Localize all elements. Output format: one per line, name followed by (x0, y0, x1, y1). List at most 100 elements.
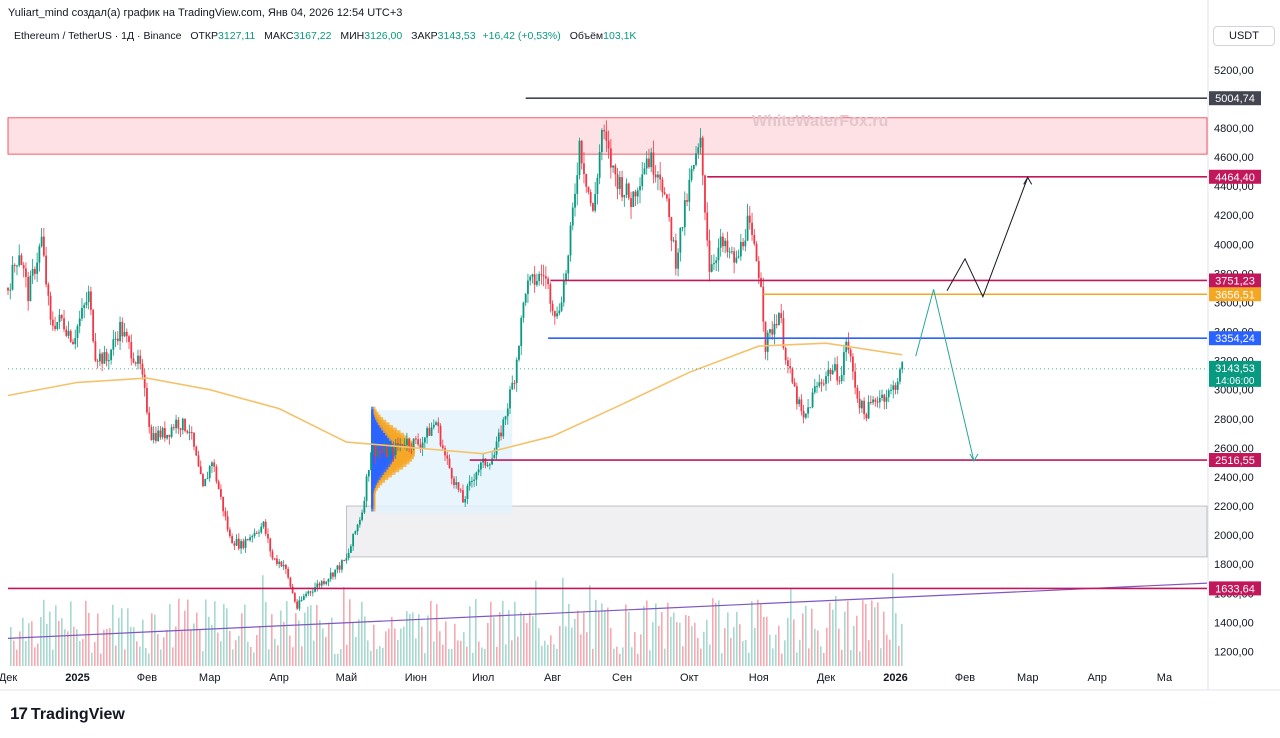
volume-bar (601, 603, 603, 666)
candle-body (486, 464, 489, 466)
candle-body (96, 360, 99, 362)
candle-body (852, 356, 854, 372)
volume-label: Объём (569, 30, 604, 42)
candle-body (735, 257, 738, 263)
volume-bar (796, 652, 798, 666)
candle-body (296, 601, 299, 609)
candle-body (843, 352, 845, 376)
volume-bar (613, 648, 615, 666)
candle-body (896, 381, 899, 390)
volume-bar (367, 640, 369, 666)
volume-bar (463, 632, 465, 666)
candle-body (704, 175, 706, 213)
candle-body (506, 408, 509, 417)
volume-bar (340, 649, 342, 666)
candle-body (874, 399, 877, 402)
volume-bar (373, 624, 375, 666)
candle-body (222, 496, 225, 512)
candle-body (435, 422, 437, 425)
candle-body (289, 577, 292, 587)
y-tick-label: 1400,00 (1214, 617, 1254, 629)
volume-bar (841, 649, 843, 666)
candle-body (715, 260, 718, 264)
currency-button[interactable]: USDT (1213, 26, 1275, 46)
candle-body (18, 255, 21, 266)
volume-bar (661, 612, 663, 666)
candle-body (457, 482, 460, 490)
candle-body (423, 437, 426, 443)
candle-body (16, 265, 18, 267)
candle-body (246, 539, 249, 541)
volume-bar (157, 634, 159, 666)
candle-body (300, 599, 303, 601)
tradingview-logo[interactable]: 17 TradingView (10, 704, 125, 724)
candle-body (475, 472, 478, 480)
volume-bar (145, 648, 147, 666)
candle-body (787, 360, 789, 367)
tradingview-logo-text: TradingView (30, 706, 125, 723)
chart-credit: Yuliart_mind создал(а) график на Trading… (8, 7, 403, 19)
candle-body (370, 452, 372, 471)
candle-body (170, 427, 173, 437)
candle-body (748, 215, 751, 223)
level-3354-tag (1209, 331, 1261, 346)
volume-bar (685, 615, 687, 666)
volume-bar (637, 653, 639, 666)
candle-body (822, 383, 825, 385)
volume-bar (229, 631, 231, 666)
y-tick-label: 4800,00 (1214, 123, 1254, 135)
candle-body (202, 474, 204, 487)
candle-body (264, 521, 267, 534)
volume-bar (262, 575, 264, 666)
candle-body (31, 268, 34, 276)
candle-body (609, 148, 612, 168)
volume-bar (646, 600, 648, 666)
volume-bar (727, 612, 729, 666)
volume-bar (856, 615, 858, 666)
volume-bar (451, 649, 453, 666)
candle-body (58, 314, 61, 322)
volume-bar (76, 629, 78, 666)
candle-body (809, 407, 812, 409)
level-3354-label: 3354,24 (1215, 333, 1255, 345)
volume-bar (265, 601, 267, 666)
volume-bar (115, 645, 117, 666)
candle-body (157, 430, 160, 441)
candle-body (441, 445, 444, 449)
volume-bar (664, 648, 666, 666)
candle-body (511, 382, 514, 390)
candle-body (587, 186, 590, 193)
candle-body (556, 313, 558, 317)
volume-bar (877, 602, 879, 666)
candle-body (744, 240, 747, 247)
close-value: 3143,53 (437, 30, 476, 42)
candle-body (417, 439, 420, 445)
candle-body (168, 434, 171, 437)
candle-body (547, 278, 550, 285)
volume-bar (766, 616, 768, 666)
volume-bar (118, 617, 120, 666)
author-watermark: WhiteWaterFox.ru (752, 113, 889, 130)
x-tick-label: 2026 (883, 672, 907, 684)
candle-body (860, 400, 863, 409)
volume-bar (52, 649, 54, 666)
volume-bar (883, 611, 885, 666)
candle-body (867, 401, 870, 419)
candle-body (894, 385, 897, 390)
x-tick-label: Окт (680, 672, 699, 684)
candle-body (455, 482, 458, 485)
level-1633-label: 1633,64 (1215, 583, 1255, 595)
candle-body (614, 165, 617, 175)
volume-bar (334, 653, 336, 666)
candle-body (381, 451, 384, 453)
candle-body (105, 352, 108, 361)
volume-bar (22, 617, 24, 666)
symbol-name[interactable]: Ethereum / TetherUS · 1Д · Binance (14, 30, 182, 42)
candle-body (462, 490, 464, 503)
candle-body (724, 240, 727, 247)
candle-body (757, 261, 760, 279)
candle-body (94, 341, 97, 361)
volume-bar (793, 619, 795, 666)
volume-bar (58, 620, 60, 666)
